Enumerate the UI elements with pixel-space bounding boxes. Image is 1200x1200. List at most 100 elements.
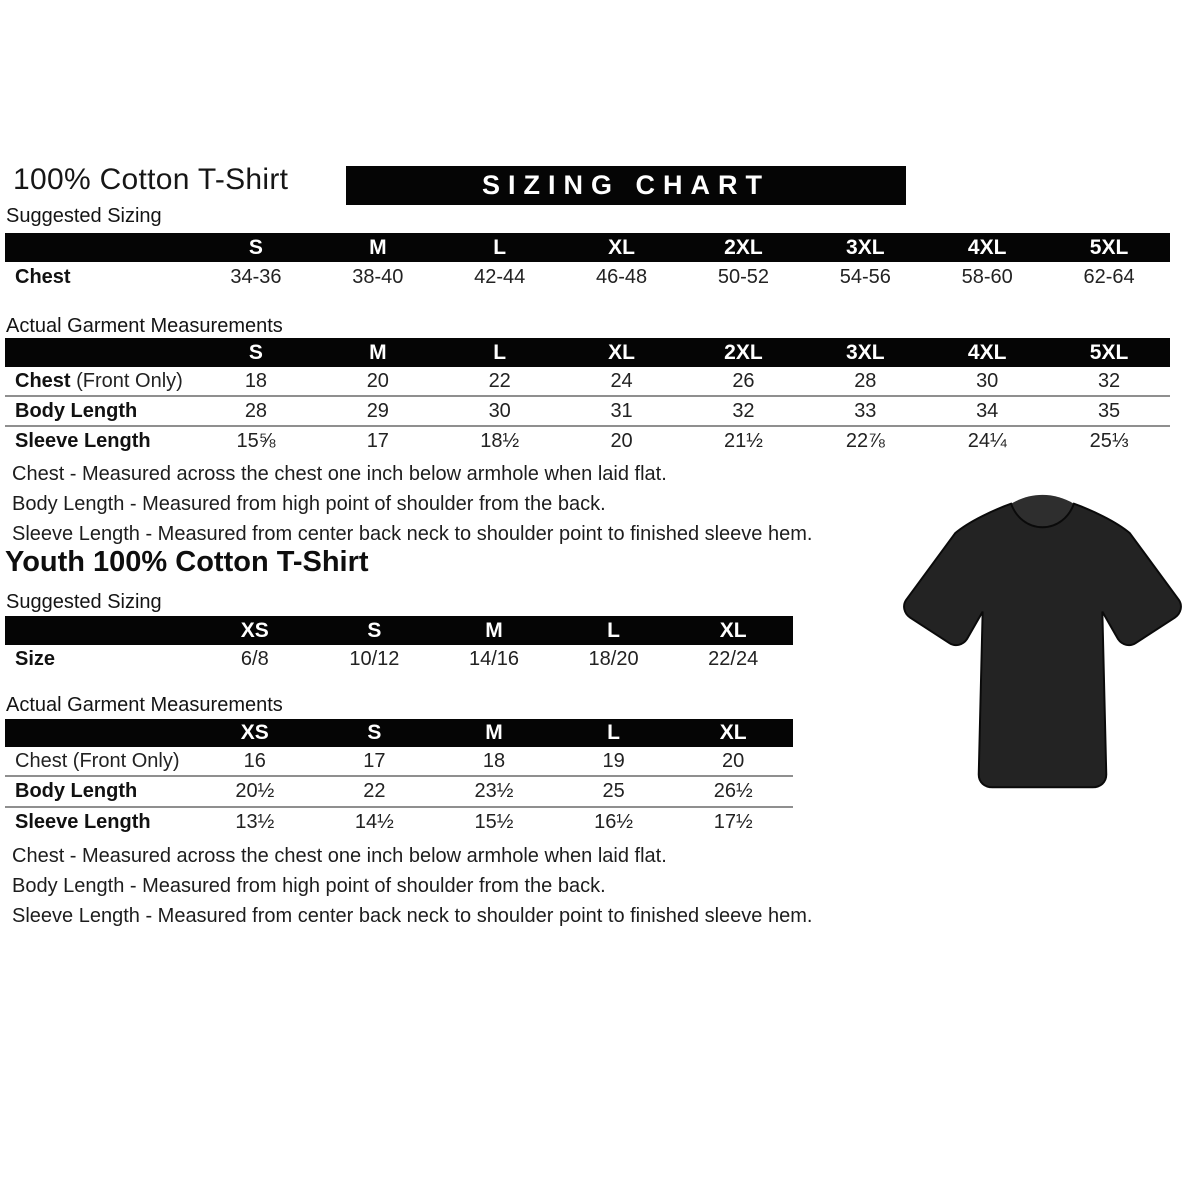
cell: 46-48 — [595, 265, 648, 288]
youth-suggested-label: Suggested Sizing — [6, 591, 162, 613]
row-label: Body Length — [15, 780, 138, 802]
adult-sleeve-length-row: Sleeve Length 15⅝ 17 18½ 20 21½ 22⅞ 24¼ … — [5, 425, 1170, 455]
sizing-chart-banner: SIZING CHART — [346, 166, 906, 205]
adult-chest-front-row: Chest (Front Only) 18 20 22 24 26 28 30 … — [5, 367, 1170, 395]
cell: 18½ — [480, 429, 520, 452]
col-header: S — [367, 721, 382, 744]
cell: 54-56 — [839, 265, 891, 288]
cell: 20½ — [235, 780, 275, 802]
row-label-main: Chest — [15, 369, 71, 392]
row-label-suffix: (Front Only) — [70, 369, 183, 392]
cell: 15⅝ — [236, 429, 276, 452]
adult-suggested-table: S M L XL 2XL 3XL 4XL 5XL Chest 34-36 38-… — [5, 233, 1170, 292]
cell: 14½ — [354, 811, 394, 833]
cell: 50-52 — [717, 265, 770, 288]
col-header: XS — [240, 721, 269, 744]
cell: 22 — [488, 369, 511, 392]
note-body-length: Body Length - Measured from high point o… — [12, 875, 606, 897]
row-label: Sleeve Length — [15, 811, 151, 833]
col-header: L — [493, 235, 507, 259]
cell: 18 — [482, 749, 506, 772]
cell: 16½ — [594, 811, 634, 833]
row-label: Body Length — [15, 399, 138, 422]
youth-suggested-header-row: XS S M L XL — [5, 616, 793, 645]
row-label: Sleeve Length — [15, 429, 151, 452]
col-header: L — [493, 340, 507, 364]
cell: 28 — [854, 369, 877, 392]
cell: 20 — [366, 369, 389, 392]
cell: 26 — [732, 369, 755, 392]
col-header: XL — [608, 235, 635, 259]
cell: 22/24 — [708, 648, 759, 670]
cell: 58-60 — [961, 265, 1013, 288]
col-header: S — [248, 340, 263, 364]
youth-size-row: Size 6/8 10/12 14/16 18/20 22/24 — [5, 645, 793, 674]
cell: 31 — [610, 399, 633, 422]
col-header: S — [248, 235, 263, 259]
col-header: S — [367, 618, 382, 642]
cell: 28 — [244, 399, 268, 422]
cell: 62-64 — [1083, 265, 1135, 288]
note-sleeve-length: Sleeve Length - Measured from center bac… — [12, 905, 813, 927]
cell: 30 — [976, 369, 999, 392]
cell: 17½ — [713, 811, 753, 833]
col-header: XL — [719, 618, 747, 642]
cell: 24¼ — [967, 429, 1007, 452]
note-chest: Chest - Measured across the chest one in… — [12, 845, 667, 867]
cell: 30 — [488, 399, 511, 422]
cell: 33 — [854, 399, 877, 422]
cell: 21½ — [723, 429, 763, 452]
tshirt-image — [903, 494, 1182, 789]
note-chest: Chest - Measured across the chest one in… — [12, 463, 667, 485]
cell: 42-44 — [474, 265, 526, 288]
col-header: L — [607, 618, 620, 642]
adult-actual-label: Actual Garment Measurements — [6, 315, 283, 337]
col-header: 3XL — [846, 340, 885, 364]
col-header: L — [607, 721, 620, 744]
cell: 20 — [610, 429, 633, 452]
cell: 17 — [366, 429, 389, 452]
cell: 10/12 — [349, 648, 400, 670]
col-header: M — [369, 340, 387, 364]
row-label: Chest (Front Only) — [5, 370, 195, 393]
cell: 13½ — [235, 811, 275, 833]
adult-chest-row: Chest 34-36 38-40 42-44 46-48 50-52 54-5… — [5, 262, 1170, 292]
cell: 34 — [976, 399, 999, 422]
adult-garment-table: S M L XL 2XL 3XL 4XL 5XL Chest (Front On… — [5, 338, 1170, 455]
youth-sleeve-length-row: Sleeve Length 13½ 14½ 15½ 16½ 17½ — [5, 806, 793, 837]
tshirt-collar — [1011, 494, 1074, 528]
cell: 6/8 — [240, 648, 269, 670]
cell: 18 — [244, 369, 268, 392]
col-header: 2XL — [724, 340, 763, 364]
youth-title: Youth 100% Cotton T-Shirt — [5, 546, 369, 578]
col-header: 2XL — [724, 235, 763, 259]
cell: 25 — [602, 780, 625, 802]
adult-suggested-header-row: S M L XL 2XL 3XL 4XL 5XL — [5, 233, 1170, 262]
tshirt-body — [903, 502, 1182, 789]
col-header: M — [485, 618, 503, 642]
youth-actual-label: Actual Garment Measurements — [6, 694, 283, 716]
youth-body-length-row: Body Length 20½ 22 23½ 25 26½ — [5, 775, 793, 806]
col-header: XL — [719, 721, 747, 744]
col-header: M — [485, 721, 503, 744]
cell: 35 — [1097, 399, 1121, 422]
youth-garment-table: XS S M L XL Chest (Front Only) 16 17 18 … — [5, 719, 793, 837]
cell: 17 — [363, 749, 386, 772]
cell: 25⅓ — [1089, 429, 1129, 452]
col-header: XL — [608, 340, 635, 364]
row-label: Chest — [15, 265, 71, 288]
col-header: 4XL — [967, 235, 1007, 259]
col-header: 4XL — [967, 340, 1007, 364]
col-header: XS — [240, 618, 269, 642]
cell: 32 — [1097, 369, 1121, 392]
cell: 20 — [722, 749, 745, 772]
page-title: 100% Cotton T-Shirt — [13, 163, 289, 196]
cell: 15½ — [474, 811, 514, 833]
cell: 29 — [366, 399, 389, 422]
row-label: Chest (Front Only) — [15, 749, 180, 772]
col-header: 5XL — [1089, 235, 1129, 259]
cell: 38-40 — [352, 265, 404, 288]
cell: 34-36 — [230, 265, 282, 288]
row-label: Size — [15, 648, 56, 670]
